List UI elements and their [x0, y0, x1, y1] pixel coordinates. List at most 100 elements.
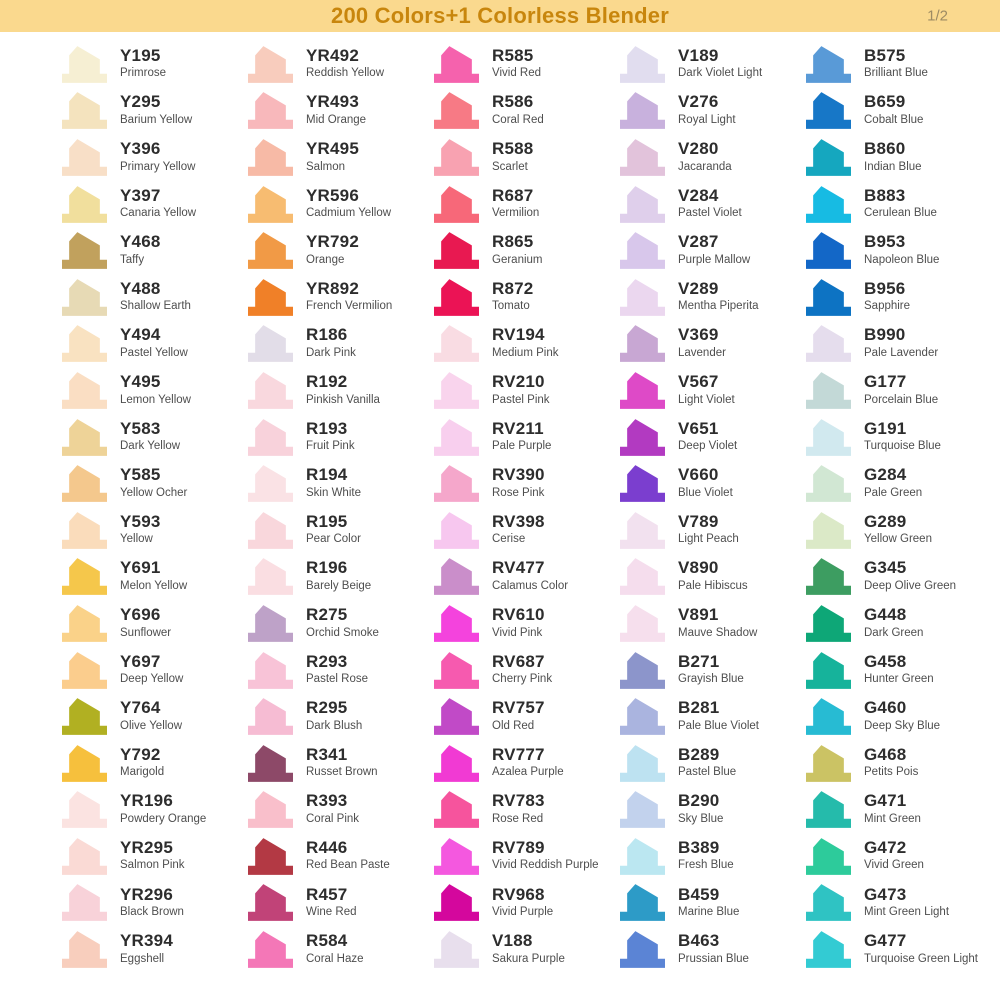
color-code: YR492: [306, 45, 359, 65]
color-name: Barely Beige: [306, 579, 372, 592]
color-name: Pastel Violet: [678, 207, 742, 220]
color-name: Petits Pois: [864, 766, 919, 779]
color-code: R196: [306, 558, 348, 578]
color-entry: Y397 Canaria Yellow: [62, 180, 248, 227]
color-entry-text: V189 Dark Violet Light: [678, 46, 762, 81]
color-name: Lemon Yellow: [120, 393, 191, 406]
color-entry-text: YR295 Salmon Pink: [120, 838, 185, 873]
color-entry-text: R293 Pastel Rose: [306, 652, 368, 687]
marker-nib-swatch: [248, 185, 293, 223]
color-code: Y397: [120, 185, 161, 205]
color-code: RV968: [492, 884, 545, 904]
color-code: G473: [864, 884, 907, 904]
color-entry: B990 Pale Lavender: [806, 320, 992, 367]
color-entry-text: G458 Hunter Green: [864, 652, 934, 687]
color-entry: RV757 Old Red: [434, 692, 620, 739]
color-entry: YR596 Cadmium Yellow: [248, 180, 434, 227]
color-entry-text: V188 Sakura Purple: [492, 931, 565, 966]
color-code: B281: [678, 698, 720, 718]
color-entry-text: R457 Wine Red: [306, 885, 357, 920]
marker-nib-swatch: [806, 232, 851, 270]
color-entry-text: Y195 Primrose: [120, 46, 166, 81]
marker-nib-swatch: [62, 92, 107, 130]
color-code: RV210: [492, 371, 545, 391]
marker-nib-swatch: [62, 185, 107, 223]
color-entry: YR394 Eggshell: [62, 925, 248, 972]
color-name: Cadmium Yellow: [306, 207, 392, 220]
color-name: French Vermilion: [306, 300, 393, 313]
marker-nib-swatch: [434, 511, 479, 549]
color-code: RV777: [492, 744, 545, 764]
color-name: Melon Yellow: [120, 579, 188, 592]
color-code: B463: [678, 931, 720, 951]
marker-nib-swatch: [248, 278, 293, 316]
color-entry: R586 Coral Red: [434, 87, 620, 134]
color-entry: R293 Pastel Rose: [248, 646, 434, 693]
marker-nib-swatch: [62, 325, 107, 363]
color-entry: R457 Wine Red: [248, 879, 434, 926]
color-entry: Y396 Primary Yellow: [62, 133, 248, 180]
color-entry: B459 Marine Blue: [620, 879, 806, 926]
marker-nib-swatch: [806, 698, 851, 736]
marker-nib-swatch: [434, 278, 479, 316]
color-name: Sunflower: [120, 626, 172, 639]
color-entry: B281 Pale Blue Violet: [620, 692, 806, 739]
color-entry: RV777 Azalea Purple: [434, 739, 620, 786]
color-entry-text: G471 Mint Green: [864, 791, 921, 826]
color-entry: R193 Fruit Pink: [248, 413, 434, 460]
color-entry: B659 Cobalt Blue: [806, 87, 992, 134]
color-entry: G177 Porcelain Blue: [806, 366, 992, 413]
color-entry: Y468 Taffy: [62, 226, 248, 273]
marker-nib-swatch: [806, 931, 851, 969]
color-code: R192: [306, 371, 348, 391]
color-entry-text: B463 Prussian Blue: [678, 931, 749, 966]
color-entry: YR892 French Vermilion: [248, 273, 434, 320]
color-code: B953: [864, 232, 906, 252]
marker-nib-swatch: [62, 139, 107, 176]
color-code: RV789: [492, 837, 545, 857]
color-entry: R865 Geranium: [434, 226, 620, 273]
color-code: YR792: [306, 232, 359, 252]
color-entry-text: R585 Vivid Red: [492, 46, 541, 81]
color-code: R586: [492, 92, 534, 112]
color-entry-text: V287 Purple Mallow: [678, 232, 750, 267]
color-entry-text: B953 Napoleon Blue: [864, 232, 939, 267]
color-name: Coral Red: [492, 113, 544, 126]
color-name: Dark Blush: [306, 719, 363, 732]
color-name: Dark Violet Light: [678, 67, 763, 80]
color-name: Prussian Blue: [678, 952, 749, 965]
color-code: B956: [864, 278, 906, 298]
marker-nib-swatch: [434, 838, 479, 875]
color-entry: V651 Deep Violet: [620, 413, 806, 460]
color-name: Yellow Green: [864, 533, 932, 546]
color-name: Red Bean Paste: [306, 859, 390, 872]
color-code: G191: [864, 418, 907, 438]
color-entry-text: R865 Geranium: [492, 232, 543, 267]
color-entry: V284 Pastel Violet: [620, 180, 806, 227]
color-entry: RV210 Pastel Pink: [434, 366, 620, 413]
color-code: B990: [864, 325, 906, 345]
color-name: Pale Lavender: [864, 346, 939, 359]
color-entry-text: Y494 Pastel Yellow: [120, 325, 188, 360]
color-entry-text: YR892 French Vermilion: [306, 279, 392, 314]
color-code: Y585: [120, 465, 161, 485]
color-entry: V890 Pale Hibiscus: [620, 553, 806, 600]
color-name: Marigold: [120, 766, 165, 779]
color-code: G472: [864, 837, 907, 857]
marker-nib-swatch: [806, 45, 851, 83]
color-code: B883: [864, 185, 906, 205]
color-entry-text: R275 Orchid Smoke: [306, 605, 379, 640]
color-entry-text: V890 Pale Hibiscus: [678, 558, 748, 593]
color-name: Pear Color: [306, 533, 361, 546]
color-name: Napoleon Blue: [864, 253, 940, 266]
color-entry: R341 Russet Brown: [248, 739, 434, 786]
marker-nib-swatch: [806, 185, 851, 223]
marker-nib-swatch: [806, 605, 851, 642]
marker-nib-swatch: [434, 372, 479, 409]
swatch-grid: Y195 Primrose Y295 Barium Yellow Y396 Primary…: [0, 32, 1000, 1000]
color-name: Russet Brown: [306, 766, 378, 779]
color-code: R457: [306, 884, 348, 904]
color-entry-text: Y397 Canaria Yellow: [120, 186, 196, 221]
marker-nib-swatch: [434, 744, 479, 782]
color-name: Pale Blue Violet: [678, 719, 759, 732]
